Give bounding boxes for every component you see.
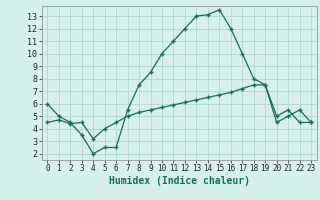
X-axis label: Humidex (Indice chaleur): Humidex (Indice chaleur)	[109, 176, 250, 186]
